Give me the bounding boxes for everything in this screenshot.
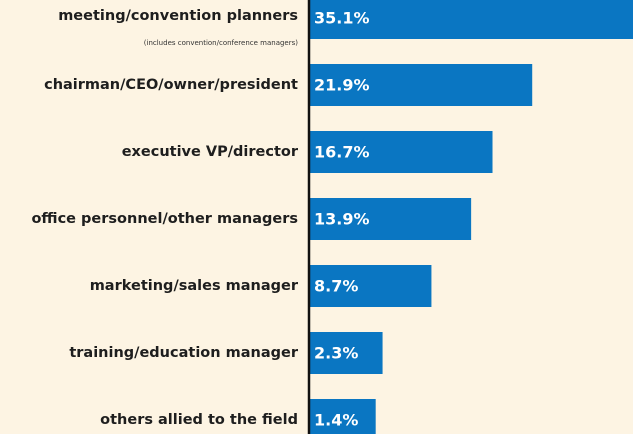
bar	[310, 198, 472, 240]
bar	[310, 399, 376, 434]
category-label: executive VP/director	[122, 144, 299, 160]
value-label: 1.4%	[314, 411, 358, 430]
bar	[310, 265, 432, 307]
category-label: others allied to the field	[100, 412, 298, 428]
value-label: 16.7%	[314, 143, 370, 162]
category-label: office personnel/other managers	[31, 211, 298, 227]
bar	[310, 332, 383, 374]
value-label: 2.3%	[314, 344, 358, 363]
bar	[310, 131, 493, 173]
category-label: chairman/CEO/owner/president	[44, 77, 298, 93]
category-label: meeting/convention planners	[58, 8, 298, 24]
category-label: marketing/sales manager	[90, 278, 299, 294]
value-label: 35.1%	[314, 9, 370, 28]
annotation: (includes convention/conference managers…	[144, 39, 298, 47]
value-label: 8.7%	[314, 277, 358, 296]
value-label: 13.9%	[314, 210, 370, 229]
bar	[310, 64, 533, 106]
category-label: training/education manager	[69, 345, 298, 361]
bar	[310, 0, 633, 39]
value-label: 21.9%	[314, 76, 370, 95]
